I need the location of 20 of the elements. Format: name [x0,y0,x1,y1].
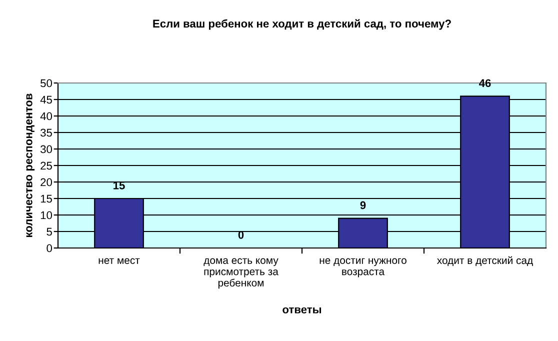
x-tick-label: не достиг нужного возраста [320,258,406,278]
data-label: 46 [478,79,491,88]
x-axis-title: ответы [282,307,322,314]
chart-title: Если ваш ребенок не ходит в детский сад, то почему? [153,19,451,30]
y-tick-label: 0 [46,244,52,252]
x-tick-label: ходит в детский сад [437,256,533,266]
y-tick-label: 10 [40,211,52,220]
y-tick-label: 5 [46,228,52,236]
y-tick-label: 15 [40,194,52,203]
x-tick-label: нет мест [98,258,140,264]
y-tick-label: 25 [40,162,52,170]
y-tick-label: 35 [40,128,52,137]
y-tick-label: 40 [40,112,52,120]
y-axis-title: количество респондентов [26,94,35,237]
y-tick-label: 50 [40,79,52,88]
y-tick-label: 30 [40,145,52,154]
y-tick-label: 20 [40,178,52,186]
y-tick-label: 45 [40,96,52,104]
data-label: 9 [360,201,366,210]
x-tick-label: дома есть кому присмотреть за ребенком [204,258,278,289]
